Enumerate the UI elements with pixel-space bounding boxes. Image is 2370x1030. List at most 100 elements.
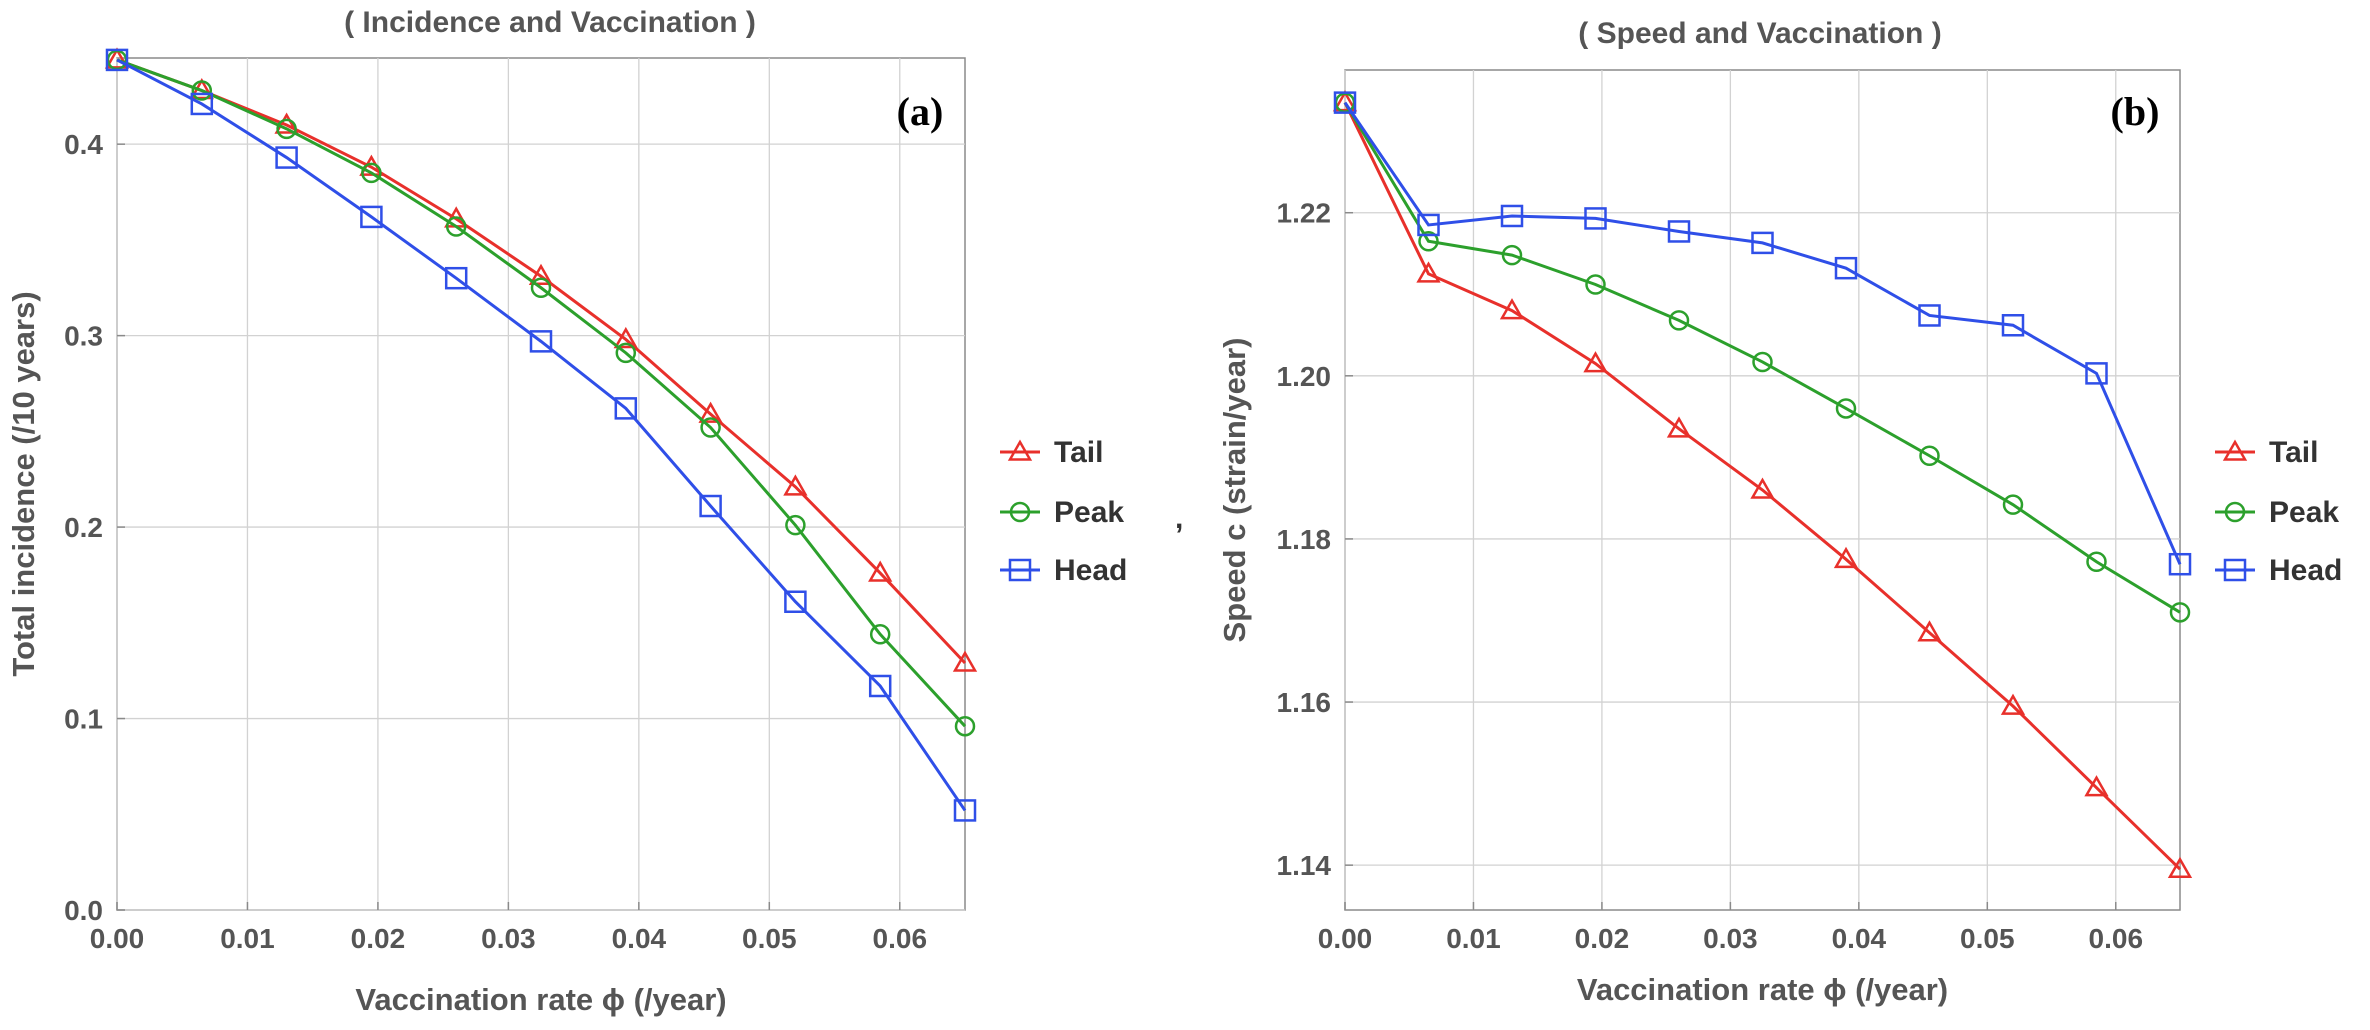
x-axis-label: Vaccination rate ϕ (/year) <box>355 982 726 1017</box>
data-point-tail <box>274 112 299 134</box>
data-point-peak <box>785 514 806 536</box>
data-point-head <box>699 494 722 518</box>
data-point-tail <box>1583 351 1608 373</box>
legend-marker-head <box>2223 558 2247 582</box>
data-point-tail <box>613 326 638 349</box>
data-point-tail <box>2167 856 2193 878</box>
y-tick-label: 0.4 <box>64 129 103 160</box>
x-tick-label: 0.00 <box>90 923 145 954</box>
data-point-peak <box>954 715 976 737</box>
series-line-tail <box>1343 101 2182 871</box>
data-point-peak <box>1501 244 1523 266</box>
x-tick-label: 0.05 <box>742 923 797 954</box>
y-tick-label: 0.0 <box>64 895 103 926</box>
series-line-head <box>1343 101 2182 565</box>
data-point-head <box>360 205 383 229</box>
data-point-head <box>105 48 129 72</box>
data-point-peak <box>869 624 891 645</box>
y-tick-label: 1.16 <box>1277 687 1332 718</box>
data-point-peak <box>191 80 213 101</box>
x-tick-label: 0.04 <box>612 923 667 954</box>
x-tick-label: 0.06 <box>873 923 928 954</box>
data-point-head <box>868 674 892 698</box>
data-point-tail <box>104 47 130 69</box>
data-point-tail <box>868 560 893 582</box>
data-point-head <box>614 397 638 420</box>
data-point-tail <box>2084 775 2109 797</box>
data-point-peak <box>1418 231 1439 252</box>
data-point-tail <box>1833 546 1859 569</box>
y-tick-label: 0.2 <box>64 512 103 543</box>
data-point-tail <box>1332 90 1358 112</box>
data-point-peak <box>1752 351 1773 373</box>
data-point-head <box>529 330 553 353</box>
data-point-head <box>1500 204 1524 228</box>
legend-label-head: Head <box>1054 554 1127 587</box>
x-tick-label: 0.05 <box>1960 923 2015 954</box>
x-tick-label: 0.02 <box>351 923 406 954</box>
y-tick-label: 0.3 <box>64 321 103 352</box>
data-point-head <box>1417 213 1440 237</box>
panel-label: (b) <box>2111 89 2160 134</box>
x-tick-label: 0.01 <box>1446 923 1501 954</box>
data-point-peak <box>2169 602 2191 623</box>
data-point-tail <box>952 650 978 672</box>
data-point-peak <box>276 118 297 140</box>
series-line-peak <box>116 58 967 728</box>
x-tick-label: 0.03 <box>481 923 536 954</box>
data-point-head <box>1751 231 1774 255</box>
legend-marker-peak <box>1009 501 1031 523</box>
data-point-tail <box>783 474 808 496</box>
data-point-peak <box>361 162 382 184</box>
data-point-peak <box>2002 494 2024 515</box>
data-point-head <box>2001 314 2025 337</box>
data-point-tail <box>2000 693 2026 715</box>
data-point-peak <box>1668 310 1690 331</box>
data-point-tail <box>528 263 554 286</box>
y-tick-label: 1.14 <box>1277 850 1332 881</box>
series-line-head <box>116 58 967 812</box>
data-point-peak <box>445 216 467 237</box>
data-point-peak <box>1919 445 1940 466</box>
x-tick-label: 0.03 <box>1703 923 1758 954</box>
y-tick-label: 1.22 <box>1277 198 1332 229</box>
y-tick-label: 1.18 <box>1277 524 1332 555</box>
data-point-head <box>953 799 977 822</box>
data-point-head <box>1333 91 1357 114</box>
x-axis-label: Vaccination rate ϕ (/year) <box>1577 972 1948 1007</box>
y-tick-label: 1.20 <box>1277 361 1332 392</box>
data-point-tail <box>1499 298 1525 320</box>
legend-trailing-mark: , <box>1175 502 1183 535</box>
data-point-peak <box>1585 274 1606 295</box>
data-point-peak <box>700 417 721 438</box>
series-line-tail <box>116 58 967 665</box>
x-tick-label: 0.04 <box>1832 923 1887 954</box>
data-point-head <box>1918 304 1941 327</box>
data-point-head <box>2085 362 2108 385</box>
legend-label-head: Head <box>2269 554 2342 587</box>
data-point-peak <box>2086 551 2107 573</box>
legend-marker-peak <box>2224 501 2246 523</box>
data-point-head <box>1584 207 1607 230</box>
panel-speed-chart: 0.00 0.01 0.02 0.03 0.04 0.05 0.06 1.14 1.16 1.18… <box>1217 17 2342 1007</box>
legend-marker-tail <box>1007 439 1033 461</box>
data-point-head <box>275 146 298 169</box>
data-point-tail <box>1917 620 1942 642</box>
legend-label-tail: Tail <box>1054 436 1103 469</box>
x-tick-label: 0.01 <box>220 923 275 954</box>
data-point-tail <box>1750 477 1775 499</box>
x-tick-label: 0.02 <box>1575 923 1630 954</box>
legend-marker-tail <box>2222 439 2248 461</box>
data-point-head <box>784 590 807 613</box>
data-point-head <box>1834 256 1858 280</box>
series-line-peak <box>1343 101 2181 614</box>
chart-title: ( Incidence and Vaccination ) <box>344 6 756 39</box>
data-point-head <box>444 266 468 290</box>
y-axis-label: Speed c (strain/year) <box>1217 338 1252 643</box>
data-point-head <box>2168 552 2192 576</box>
data-point-tail <box>1666 416 1692 438</box>
x-tick-label: 0.06 <box>2089 923 2144 954</box>
panel-incidence-chart: 0.00 0.01 0.02 0.03 0.04 0.05 0.06 0.0 0.1 0.2 0.3… <box>6 6 1183 1017</box>
legend-marker-head <box>1008 558 1032 582</box>
y-axis-label: Total incidence (/10 years) <box>6 291 41 676</box>
